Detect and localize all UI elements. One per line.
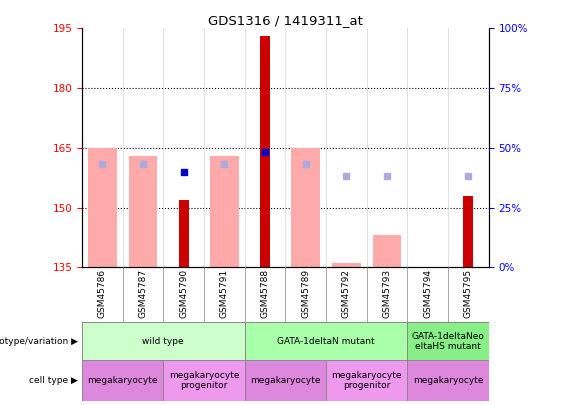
Text: megakaryocyte: megakaryocyte xyxy=(413,376,483,385)
Bar xyxy=(210,156,238,267)
Text: megakaryocyte
progenitor: megakaryocyte progenitor xyxy=(332,371,402,390)
Text: genotype/variation ▶: genotype/variation ▶ xyxy=(0,337,78,346)
Bar xyxy=(82,360,163,401)
Text: megakaryocyte
progenitor: megakaryocyte progenitor xyxy=(169,371,239,390)
Bar xyxy=(326,360,407,401)
Bar xyxy=(407,360,489,401)
Text: cell type ▶: cell type ▶ xyxy=(29,376,78,385)
Text: GATA-1deltaNeo
eltaHS mutant: GATA-1deltaNeo eltaHS mutant xyxy=(412,332,484,351)
Text: GATA-1deltaN mutant: GATA-1deltaN mutant xyxy=(277,337,375,346)
Text: wild type: wild type xyxy=(142,337,184,346)
Bar xyxy=(260,36,270,267)
Bar xyxy=(129,156,157,267)
Bar xyxy=(407,322,489,360)
Bar xyxy=(179,200,189,267)
Bar xyxy=(245,360,326,401)
Text: megakaryocyte: megakaryocyte xyxy=(250,376,320,385)
Bar xyxy=(463,196,473,267)
Text: megakaryocyte: megakaryocyte xyxy=(88,376,158,385)
Bar xyxy=(332,263,360,267)
Bar xyxy=(163,360,245,401)
Title: GDS1316 / 1419311_at: GDS1316 / 1419311_at xyxy=(208,14,363,27)
Bar xyxy=(373,235,401,267)
Bar xyxy=(292,148,320,267)
Bar xyxy=(245,322,407,360)
Bar xyxy=(82,322,245,360)
Bar xyxy=(88,148,116,267)
